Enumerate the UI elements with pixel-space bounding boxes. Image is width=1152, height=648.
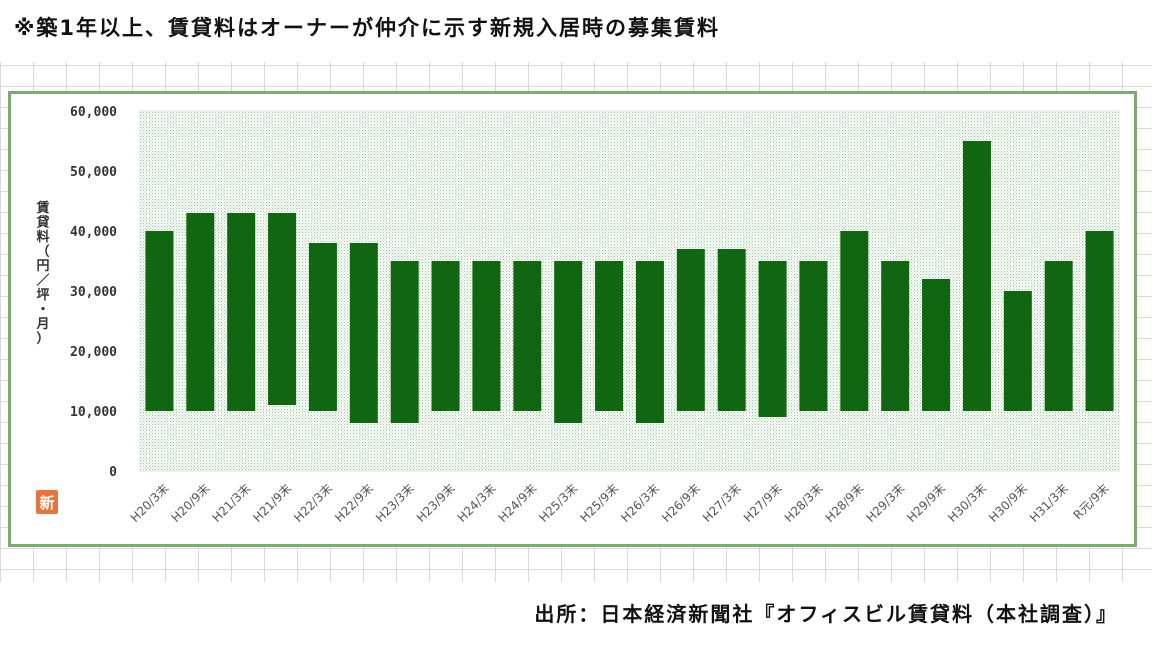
footer-band (0, 582, 1152, 648)
x-tick-label: H24/9末 (496, 481, 540, 525)
x-tick-label: H29/3末 (863, 481, 907, 525)
bar-H21/9末 (268, 213, 297, 405)
x-tick-label: H21/9末 (250, 481, 294, 525)
bar-H29/9末 (922, 279, 951, 411)
x-tick-label: H22/3末 (291, 481, 335, 525)
x-tick-label: H22/9末 (332, 481, 376, 525)
x-tick-label: H31/3末 (1027, 481, 1071, 525)
y-tick-label: 10,000 (70, 405, 117, 420)
bar-H27/3末 (717, 249, 746, 411)
x-tick-label: R元/9末 (1071, 481, 1112, 522)
bar-H30/3末 (962, 141, 991, 411)
bar-H27/9末 (758, 261, 787, 417)
bar-H24/9末 (513, 261, 542, 411)
x-tick-label: H27/9末 (741, 481, 785, 525)
x-tick-label: H20/9末 (169, 481, 213, 525)
x-tick-label: H30/3末 (945, 481, 989, 525)
nikkei-shin-logo-icon: 新 (36, 490, 58, 514)
bar-H24/3末 (472, 261, 501, 411)
x-tick-label: H25/9末 (577, 481, 621, 525)
bar-H26/9末 (676, 249, 705, 411)
y-tick-label: 60,000 (70, 105, 117, 120)
bar-H21/3末 (227, 213, 256, 411)
x-tick-label: H28/9末 (823, 481, 867, 525)
bar-H22/9末 (349, 243, 378, 423)
bar-H30/9末 (1003, 291, 1032, 411)
bar-H25/3末 (554, 261, 583, 423)
bar-H22/3末 (308, 243, 337, 411)
bars (145, 141, 1114, 423)
x-tick-label: H25/3末 (536, 481, 580, 525)
y-tick-label: 30,000 (70, 285, 117, 300)
bar-H20/3末 (145, 231, 174, 411)
x-tick-label: H23/9末 (414, 481, 458, 525)
y-axis-ticks: 0 10,000 20,000 30,000 40,000 50,000 60,000 (70, 105, 117, 480)
x-tick-label: H26/3末 (618, 481, 662, 525)
gridlines (139, 110, 1120, 472)
x-tick-label: H23/3末 (373, 481, 417, 525)
bar-H28/3末 (799, 261, 828, 411)
x-tick-label: H20/3末 (128, 481, 172, 525)
x-tick-label: H30/9末 (986, 481, 1030, 525)
x-tick-label: H21/3末 (209, 481, 253, 525)
bar-H28/9末 (840, 231, 869, 411)
bar-H23/3末 (390, 261, 419, 423)
x-axis-ticks: H20/3末H20/9末H21/3末H21/9末H22/3末H22/9末H23/… (128, 481, 1112, 525)
bar-H29/3末 (881, 261, 910, 411)
chart-frame: 0 10,000 20,000 30,000 40,000 50,000 60,000 H2… (8, 91, 1137, 547)
bar-chart: 0 10,000 20,000 30,000 40,000 50,000 60,000 H2… (35, 105, 1120, 525)
header-note: ※築1年以上、賃貸料はオーナーが仲介に示す新規入居時の募集賃料 (14, 16, 721, 40)
source-note: 出所：日本経済新聞社『オフィスビル賃貸料（本社調査）』 (534, 602, 1118, 626)
bar-H20/9末 (186, 213, 215, 411)
bar-H26/3末 (635, 261, 664, 423)
x-tick-label: H24/3末 (455, 481, 499, 525)
x-tick-label: H29/9末 (904, 481, 948, 525)
bar-H23/9末 (431, 261, 460, 411)
y-axis-label: 賃貸料（円／坪・月） (35, 200, 49, 347)
x-tick-label: H26/9末 (659, 481, 703, 525)
bar-R元/9末 (1085, 231, 1114, 411)
y-tick-label: 50,000 (70, 165, 117, 180)
y-tick-label: 0 (109, 465, 117, 480)
x-tick-label: H27/3末 (700, 481, 744, 525)
bar-H25/9末 (595, 261, 624, 411)
x-tick-label: H28/3末 (782, 481, 826, 525)
header-band (0, 0, 1152, 62)
y-tick-label: 40,000 (70, 225, 117, 240)
bar-H31/3末 (1044, 261, 1073, 411)
y-tick-label: 20,000 (70, 345, 117, 360)
